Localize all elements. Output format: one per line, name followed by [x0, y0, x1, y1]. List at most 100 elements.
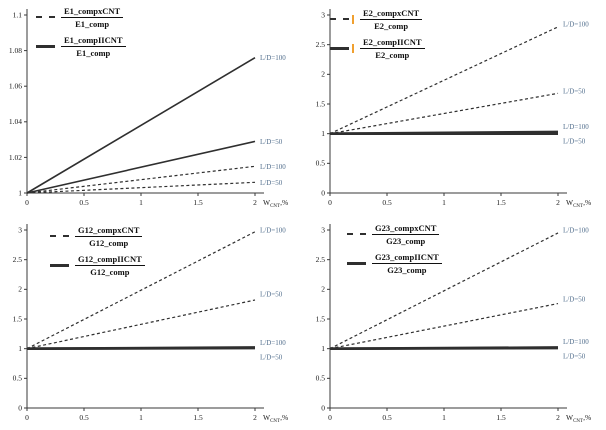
legend-accent-tick — [352, 43, 354, 53]
y-tick-label: 0.5 — [13, 374, 23, 383]
series-line — [26, 57, 256, 194]
series-end-label: L/D=100 — [260, 339, 286, 347]
legend-fraction-numerator: E2_compxCNT — [360, 8, 423, 21]
x-tick-label: 0 — [25, 413, 29, 422]
x-tick-label: 0.5 — [382, 198, 392, 207]
series-line — [329, 232, 559, 350]
y-tick-label: 3 — [321, 10, 325, 19]
y-tick-label: 2.5 — [316, 255, 326, 264]
series-end-label: L/D=100 — [260, 54, 286, 62]
y-tick-label: 0 — [18, 403, 22, 412]
x-tick-label: 0 — [328, 413, 332, 422]
legend-fraction: E1_compIICNT E1_comp — [61, 35, 126, 58]
x-tick-label: 0 — [25, 198, 29, 207]
chart-panel-e1: 1 1.02 1.04 1.06 1.08 1.1 0 0.5 1 1.5 2 L/D=100 L/D=… — [0, 0, 303, 215]
chart-panel-g12: 0 0.5 1 1.5 2 2.5 3 0 0.5 1 1.5 2 L/D=100 L/D=50 L/D=1… — [0, 215, 303, 430]
y-tick-label: 1.5 — [13, 314, 23, 323]
chart-svg: 0 0.5 1 1.5 2 2.5 3 0 0.5 1 1.5 2 L/D=100 L/D=50 L/D=1… — [316, 9, 591, 209]
x-tick-label: 1 — [139, 413, 143, 422]
y-tick-label: 0 — [321, 188, 325, 197]
solid-line-marker — [347, 261, 366, 265]
x-tick-label: 1.5 — [496, 198, 506, 207]
y-tick-label: 3 — [321, 225, 325, 234]
legend-item: E2_compxCNT E2_comp — [330, 8, 425, 31]
x-axis-title: WCNT,% — [566, 413, 591, 424]
legend: G12_compxCNT G12_comp G12_compIICNT G12_com… — [50, 225, 145, 277]
chart-panel-e2: 0 0.5 1 1.5 2 2.5 3 0 0.5 1 1.5 2 L/D=100 L/D=50 L/D=1… — [303, 0, 606, 215]
y-tick-label: 0 — [321, 403, 325, 412]
x-tick-label: 1.5 — [496, 413, 506, 422]
legend: E2_compxCNT E2_comp E2_compIICNT E2_comp — [330, 8, 425, 60]
chart-panel-g23: 0 0.5 1 1.5 2 2.5 3 0 0.5 1 1.5 2 L/D=100 L/D=50 L/D=1… — [303, 215, 606, 430]
y-tick-label: 3 — [18, 225, 22, 234]
solid-line-marker — [330, 46, 349, 50]
legend-fraction: G12_compxCNT G12_comp — [75, 225, 143, 248]
legend-fraction-numerator: E1_compIICNT — [61, 35, 126, 48]
legend-fraction: E2_compIICNT E2_comp — [360, 37, 425, 60]
series-line — [26, 299, 256, 350]
legend-fraction-denominator: G23_comp — [387, 264, 427, 275]
series-line — [329, 92, 559, 135]
y-tick-label: 1.5 — [316, 99, 326, 108]
series-line — [26, 140, 256, 194]
legend-item: E1_compIICNT E1_comp — [36, 35, 126, 58]
x-tick-label: 2 — [556, 413, 560, 422]
series-line — [329, 346, 559, 350]
legend-fraction-denominator: E2_comp — [374, 20, 409, 31]
legend: E1_compxCNT E1_comp E1_compIICNT E1_comp — [36, 6, 126, 58]
solid-line-marker — [50, 263, 69, 267]
legend-fraction-numerator: E1_compxCNT — [61, 6, 124, 19]
x-tick-label: 1 — [442, 413, 446, 422]
legend-fraction-numerator: G12_compxCNT — [75, 225, 143, 238]
y-tick-label: 2 — [18, 285, 22, 294]
chart-svg: 0 0.5 1 1.5 2 2.5 3 0 0.5 1 1.5 2 L/D=100 L/D=50 L/D=1… — [13, 224, 288, 424]
y-tick-label: 2 — [321, 70, 325, 79]
legend-item: G23_compIICNT G23_comp — [347, 252, 442, 275]
y-tick-label: 1.04 — [9, 117, 22, 126]
chart-svg: 1 1.02 1.04 1.06 1.08 1.1 0 0.5 1 1.5 2 L/D=100 L/D=… — [9, 9, 288, 209]
legend-fraction-denominator: E1_comp — [75, 18, 110, 29]
series-line — [329, 26, 559, 135]
series-end-label: L/D=100 — [563, 227, 589, 235]
series-line — [26, 165, 256, 194]
legend-fraction-numerator: E2_compIICNT — [360, 37, 425, 50]
legend-fraction: G12_compIICNT G12_comp — [75, 254, 145, 277]
legend-item: G12_compxCNT G12_comp — [50, 225, 145, 248]
series-end-label: L/D=50 — [260, 291, 283, 299]
dashed-line-marker — [330, 18, 349, 21]
legend-fraction-numerator: G23_compIICNT — [372, 252, 442, 265]
legend-item: G23_compxCNT G23_comp — [347, 223, 442, 246]
series-line — [26, 346, 256, 350]
legend-fraction: G23_compIICNT G23_comp — [372, 252, 442, 275]
x-tick-label: 0.5 — [79, 413, 89, 422]
series-line — [26, 231, 256, 350]
series-line — [329, 302, 559, 350]
legend-fraction: G23_compxCNT G23_comp — [372, 223, 440, 246]
y-tick-label: 1 — [18, 344, 22, 353]
x-tick-label: 1 — [442, 198, 446, 207]
x-tick-label: 1 — [139, 198, 143, 207]
y-tick-label: 0.5 — [316, 374, 326, 383]
x-tick-label: 0.5 — [79, 198, 89, 207]
y-tick-label: 1.5 — [316, 314, 326, 323]
legend: G23_compxCNT G23_comp G23_compIICNT G23_com… — [347, 223, 442, 275]
y-tick-label: 2.5 — [316, 40, 326, 49]
series-end-label: L/D=50 — [260, 138, 283, 146]
chart-svg: 0 0.5 1 1.5 2 2.5 3 0 0.5 1 1.5 2 L/D=100 L/D=50 L/D=1… — [316, 224, 591, 424]
x-axis-title: WCNT,% — [263, 413, 288, 424]
legend-fraction-denominator: G12_comp — [90, 266, 130, 277]
x-tick-label: 2 — [253, 413, 257, 422]
series-line — [26, 181, 256, 194]
x-tick-label: 1.5 — [193, 413, 203, 422]
x-axis-title: WCNT,% — [263, 198, 288, 209]
legend-fraction-numerator: G23_compxCNT — [372, 223, 440, 236]
series-end-label: L/D=100 — [563, 20, 589, 28]
y-tick-label: 1 — [321, 129, 325, 138]
series-end-label: L/D=50 — [563, 137, 586, 145]
dashed-line-marker — [50, 235, 69, 238]
solid-line-marker — [36, 44, 55, 48]
legend-fraction-numerator: G12_compIICNT — [75, 254, 145, 267]
legend-accent-tick — [352, 14, 354, 24]
legend-fraction-denominator: G12_comp — [89, 237, 129, 248]
